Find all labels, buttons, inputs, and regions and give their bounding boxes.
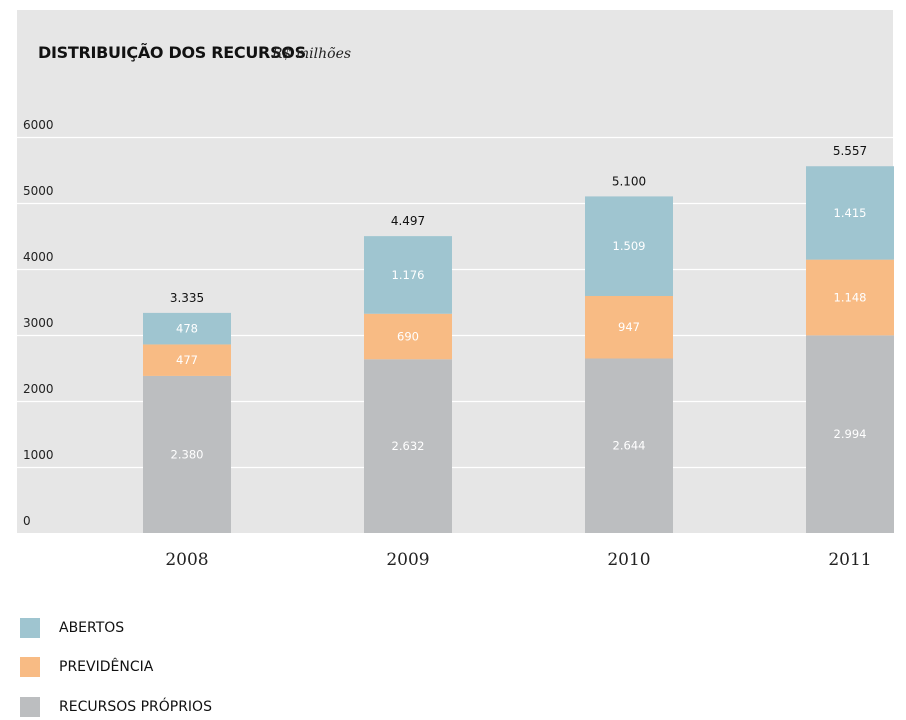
bar-recursos-pr-prios-2008 [143,375,231,533]
data-label-previd-ncia-2011: 1.148 [834,291,867,305]
bar-previd-ncia-2011 [806,259,894,336]
stacked-bar-chart: 0 1000 2000 3000 4000 5000 6000 2.380 477 478 3.33… [17,118,894,570]
data-label-previd-ncia-2010: 947 [618,320,640,334]
chart-subtitle: R$ milhões [272,46,352,62]
data-label-abertos-2010: 1.509 [613,239,646,253]
bar-abertos-2009 [364,236,452,314]
chart-title: DISTRIBUIÇÃO DOS RECURSOS [38,43,306,62]
data-label-previd-ncia-2008: 477 [176,353,198,367]
y-tick-label-3000: 3000 [23,316,54,330]
data-label-abertos-2011: 1.415 [834,206,867,220]
total-label-2010: 5.100 [612,174,646,188]
data-label-recursos-pr-prios-2011: 2.994 [834,427,867,441]
total-label-2011: 5.557 [833,144,867,158]
bar-recursos-pr-prios-2009 [364,359,452,533]
x-tick-label-2010: 2010 [607,550,650,570]
y-tick-label-5000: 5000 [23,184,54,198]
data-label-previd-ncia-2009: 690 [397,330,419,344]
data-label-recursos-pr-prios-2010: 2.644 [613,439,646,453]
y-tick-label-1000: 1000 [23,448,54,462]
data-label-abertos-2009: 1.176 [392,268,425,282]
x-tick-label-2011: 2011 [828,550,871,570]
data-label-recursos-pr-prios-2008: 2.380 [171,447,204,461]
x-tick-label-2008: 2008 [165,550,208,570]
legend-swatch-previdencia [20,657,40,677]
bar-recursos-pr-prios-2011 [806,335,894,533]
bar-abertos-2008 [143,312,231,345]
data-label-abertos-2008: 478 [176,322,198,336]
total-label-2009: 4.497 [391,214,425,228]
bar-recursos-pr-prios-2010 [585,358,673,533]
x-tick-label-2009: 2009 [386,550,429,570]
data-label-recursos-pr-prios-2009: 2.632 [392,439,425,453]
bar-previd-ncia-2010 [585,295,673,359]
bar-abertos-2010 [585,196,673,296]
legend-swatch-abertos [20,618,40,638]
y-tick-label-0: 0 [23,514,31,528]
legend-label-previdencia: PREVIDÊNCIA [59,659,154,675]
y-tick-label-2000: 2000 [23,382,54,396]
legend-label-abertos: ABERTOS [59,620,125,636]
total-label-2008: 3.335 [170,291,204,305]
legend-label-recursos-proprios: RECURSOS PRÓPRIOS [59,699,212,715]
y-tick-label-4000: 4000 [23,250,54,264]
legend-swatch-recursos-proprios [20,697,40,717]
bar-previd-ncia-2009 [364,313,452,360]
bar-previd-ncia-2008 [143,344,231,376]
bar-abertos-2011 [806,166,894,260]
y-tick-label-6000: 6000 [23,118,54,132]
